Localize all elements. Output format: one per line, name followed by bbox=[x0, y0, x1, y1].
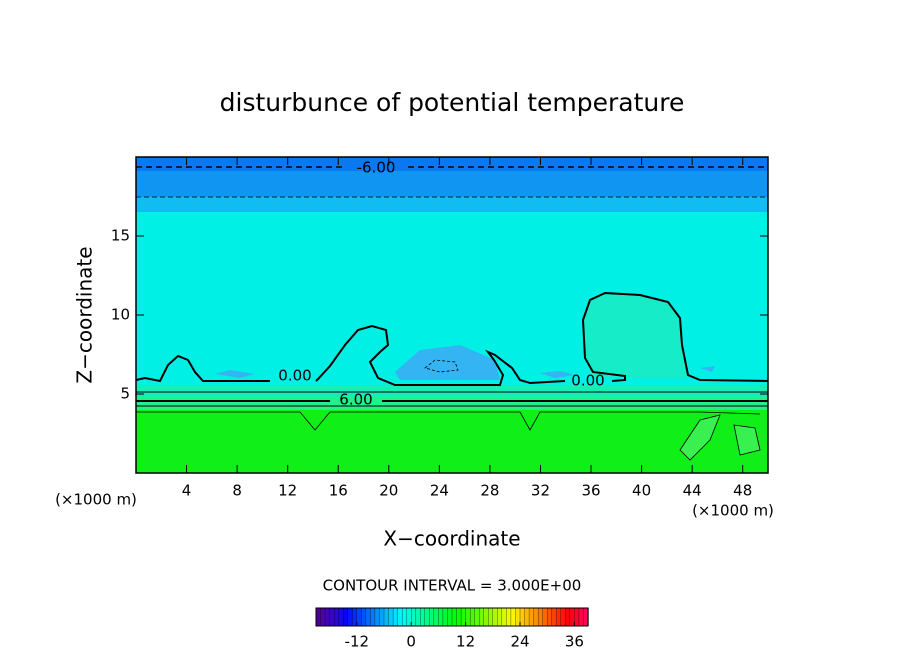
colorbar-cell bbox=[556, 607, 562, 627]
contour-fill bbox=[136, 157, 768, 473]
colorbar-cell bbox=[574, 607, 580, 627]
colorbar-cell bbox=[338, 607, 344, 627]
colorbar-tick-label: -12 bbox=[345, 633, 370, 651]
contour-label: 6.00 bbox=[339, 391, 372, 409]
colorbar-tick-label: 12 bbox=[456, 633, 475, 651]
contour-label: 0.00 bbox=[278, 367, 311, 385]
colorbar-cell bbox=[420, 607, 426, 627]
colorbar-cell bbox=[492, 607, 498, 627]
y-axis-label: Z−coordinate bbox=[73, 246, 97, 383]
colorbar-cell bbox=[533, 607, 539, 627]
colorbar-cell bbox=[365, 607, 372, 627]
colorbar-cell bbox=[361, 607, 367, 627]
colorbar-cell bbox=[456, 607, 462, 627]
colorbar-cell bbox=[565, 607, 571, 627]
colorbar-cell bbox=[578, 607, 585, 627]
colorbar-cell bbox=[537, 607, 544, 627]
colorbar-cell bbox=[415, 607, 421, 627]
x-unit-label: (×1000 m) bbox=[692, 502, 774, 520]
colorbar-cell bbox=[347, 607, 353, 627]
colorbar-cell bbox=[474, 607, 480, 627]
colorbar-cell bbox=[542, 607, 548, 627]
colorbar-cell bbox=[433, 607, 440, 627]
colorbar-cell bbox=[451, 607, 458, 627]
colorbar-tick-label: 36 bbox=[565, 633, 584, 651]
y-unit-label: (×1000 m) bbox=[55, 491, 137, 509]
colorbar-cell bbox=[374, 607, 381, 627]
x-tick-label: 48 bbox=[733, 482, 752, 500]
contour-label: -6.00 bbox=[357, 159, 396, 177]
y-tick-label: 15 bbox=[111, 227, 130, 245]
colorbar-cell bbox=[528, 607, 535, 627]
colorbar-cell bbox=[388, 607, 394, 627]
colorbar-cell bbox=[320, 607, 326, 627]
colorbar-cell bbox=[383, 607, 390, 627]
x-tick-label: 8 bbox=[232, 482, 242, 500]
x-tick-label: 32 bbox=[531, 482, 550, 500]
colorbar-frame bbox=[315, 607, 589, 627]
colorbar-cell bbox=[469, 607, 476, 627]
colorbar-cell bbox=[315, 607, 322, 627]
colorbar-cell bbox=[438, 607, 444, 627]
colorbar-cell bbox=[397, 607, 403, 627]
x-axis-label: X−coordinate bbox=[383, 527, 520, 551]
contour-lines bbox=[135, 166, 769, 461]
x-tick-label: 24 bbox=[430, 482, 449, 500]
colorbar-cell bbox=[392, 607, 399, 627]
colorbar-cell bbox=[370, 607, 376, 627]
x-tick-label: 4 bbox=[182, 482, 192, 500]
colorbar-cell bbox=[442, 607, 449, 627]
colorbar-cell bbox=[560, 607, 566, 627]
contour-interval: CONTOUR INTERVAL = 3.000E+00 bbox=[323, 577, 582, 595]
colorbar-cell bbox=[343, 607, 349, 627]
colorbar-cell bbox=[519, 607, 526, 627]
colorbar-cell bbox=[324, 607, 331, 627]
chart-title: disturbunce of potential temperature bbox=[220, 88, 685, 117]
colorbar-cell bbox=[379, 607, 385, 627]
colorbar-tick-label: 24 bbox=[510, 633, 529, 651]
x-tick-label: 44 bbox=[683, 482, 702, 500]
colorbar-cell bbox=[465, 607, 471, 627]
x-tick-label: 40 bbox=[632, 482, 651, 500]
x-tick-label: 16 bbox=[329, 482, 348, 500]
colorbar-cell bbox=[510, 607, 517, 627]
colorbar-cell bbox=[488, 607, 494, 627]
colorbar-cell bbox=[547, 607, 553, 627]
x-tick-label: 12 bbox=[278, 482, 297, 500]
y-tick-label: 5 bbox=[120, 385, 130, 403]
y-tick-label: 10 bbox=[111, 306, 130, 324]
colorbar-cell bbox=[524, 607, 530, 627]
contour-label: 0.00 bbox=[571, 372, 604, 390]
colorbar-cell bbox=[497, 607, 503, 627]
colorbar-tick-label: 0 bbox=[406, 633, 416, 651]
colorbar-cell bbox=[506, 607, 512, 627]
colorbar-cell bbox=[356, 607, 362, 627]
colorbar-cell bbox=[429, 607, 435, 627]
colorbar-cell bbox=[551, 607, 557, 627]
colorbar-cell bbox=[501, 607, 508, 627]
colorbar-cell bbox=[424, 607, 430, 627]
colorbar-cell bbox=[329, 607, 335, 627]
colorbar-cell bbox=[401, 607, 408, 627]
x-tick-label: 36 bbox=[581, 482, 600, 500]
colorbar-cell bbox=[333, 607, 340, 627]
x-tick-label: 28 bbox=[480, 482, 499, 500]
colorbar-cell bbox=[479, 607, 485, 627]
colorbar-cell bbox=[411, 607, 417, 627]
colorbar-cell bbox=[447, 607, 453, 627]
colorbar-cell bbox=[483, 607, 489, 627]
x-tick-label: 20 bbox=[379, 482, 398, 500]
